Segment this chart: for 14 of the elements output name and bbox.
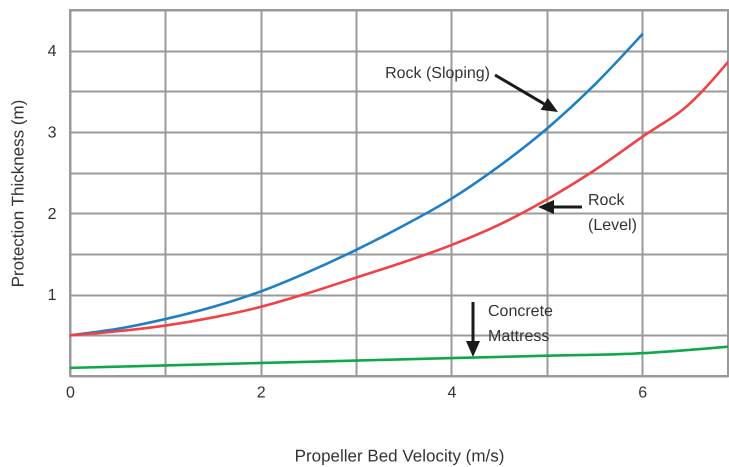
annotation: Rock (Level) — [588, 192, 637, 234]
x-tick-label: 6 — [638, 384, 648, 402]
x-tick-label: 2 — [256, 384, 266, 402]
x-tick-label: 4 — [447, 384, 456, 402]
y-tick-label: 1 — [48, 287, 57, 304]
line-series — [70, 345, 728, 370]
y-tick-label: 4 — [48, 43, 57, 60]
y-tick-label: 3 — [48, 124, 57, 142]
x-axis-title: Propeller Bed Velocity (m/s) — [294, 446, 504, 466]
annotation: Rock (Sloping) — [385, 65, 490, 82]
y-axis-title: Protection Thickness (m) — [8, 100, 28, 288]
x-tick-label: 0 — [66, 384, 76, 402]
annotation: Concrete Mattress — [488, 303, 554, 345]
y-tick-label: 2 — [48, 206, 57, 223]
